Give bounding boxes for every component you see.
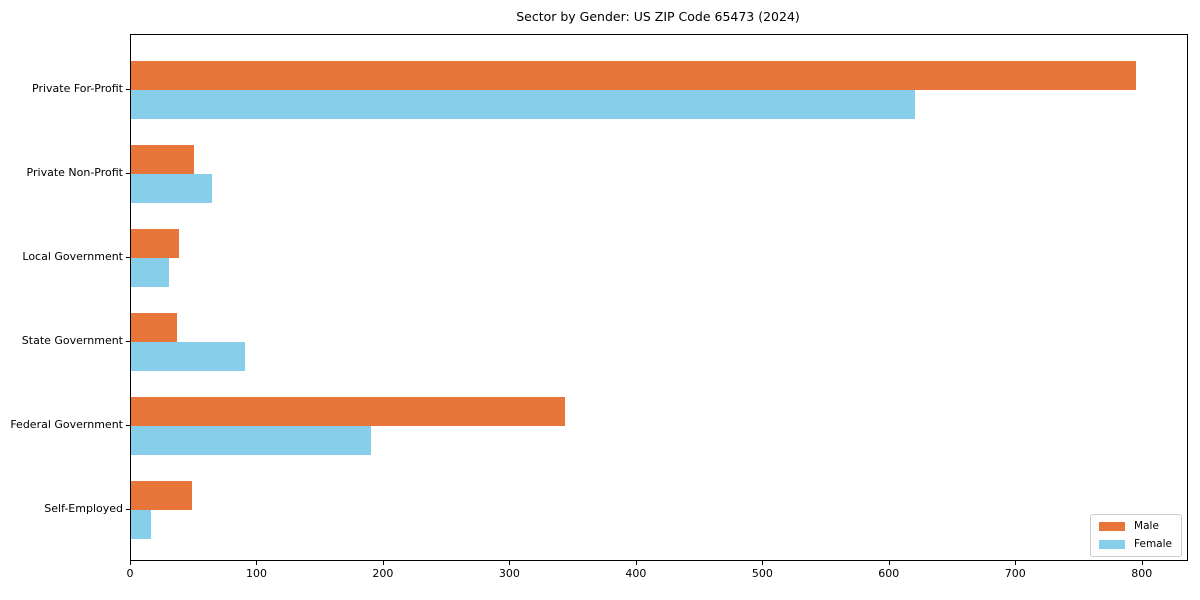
y-tick-mark-self-employed <box>126 509 130 510</box>
bar-male-local-government <box>131 229 179 258</box>
x-tick-label-200: 200 <box>372 567 394 580</box>
x-tick-label-100: 100 <box>245 567 267 580</box>
bar-male-federal-government <box>131 397 565 426</box>
x-tick-mark-700 <box>1015 561 1017 565</box>
chart-title: Sector by Gender: US ZIP Code 65473 (202… <box>516 9 800 24</box>
legend-swatch-female <box>1099 540 1126 549</box>
bar-female-private-non-profit <box>131 174 212 203</box>
category-label-federal-government: Federal Government <box>10 418 123 431</box>
x-tick-mark-200 <box>382 561 384 565</box>
x-tick-mark-400 <box>635 561 637 565</box>
y-tick-mark-federal-government <box>126 425 130 426</box>
category-label-state-government: State Government <box>21 334 123 347</box>
plot-area: Male Female <box>130 34 1188 561</box>
x-tick-mark-800 <box>1141 561 1143 565</box>
legend-label-male: Male <box>1134 520 1159 532</box>
x-tick-mark-600 <box>888 561 890 565</box>
x-tick-label-400: 400 <box>625 567 647 580</box>
y-tick-mark-private-non-profit <box>126 173 130 174</box>
bar-male-self-employed <box>131 481 192 510</box>
y-tick-mark-state-government <box>126 341 130 342</box>
x-tick-mark-500 <box>762 561 764 565</box>
bar-female-local-government <box>131 258 169 287</box>
x-tick-mark-100 <box>256 561 258 565</box>
x-tick-mark-300 <box>509 561 511 565</box>
bar-male-private-non-profit <box>131 145 194 174</box>
y-tick-mark-private-for-profit <box>126 89 130 90</box>
y-tick-mark-local-government <box>126 257 130 258</box>
x-tick-label-300: 300 <box>498 567 520 580</box>
bar-male-private-for-profit <box>131 61 1136 90</box>
x-tick-label-500: 500 <box>751 567 773 580</box>
legend-swatch-male <box>1099 522 1126 531</box>
legend-entry-female: Female <box>1099 539 1172 550</box>
bar-female-federal-government <box>131 426 371 455</box>
x-tick-label-600: 600 <box>878 567 900 580</box>
category-label-local-government: Local Government <box>22 250 123 263</box>
legend-entry-male: Male <box>1099 521 1172 532</box>
x-tick-label-800: 800 <box>1131 567 1153 580</box>
legend: Male Female <box>1090 514 1182 557</box>
category-label-private-for-profit: Private For-Profit <box>32 82 123 95</box>
bar-female-self-employed <box>131 510 151 539</box>
bar-female-state-government <box>131 342 245 371</box>
category-label-self-employed: Self-Employed <box>44 502 123 515</box>
legend-label-female: Female <box>1134 538 1172 550</box>
bar-male-state-government <box>131 313 177 342</box>
x-tick-label-0: 0 <box>126 567 134 580</box>
bar-female-private-for-profit <box>131 90 915 119</box>
x-tick-label-700: 700 <box>1004 567 1026 580</box>
x-tick-mark-0 <box>130 561 131 565</box>
category-label-private-non-profit: Private Non-Profit <box>26 166 123 179</box>
